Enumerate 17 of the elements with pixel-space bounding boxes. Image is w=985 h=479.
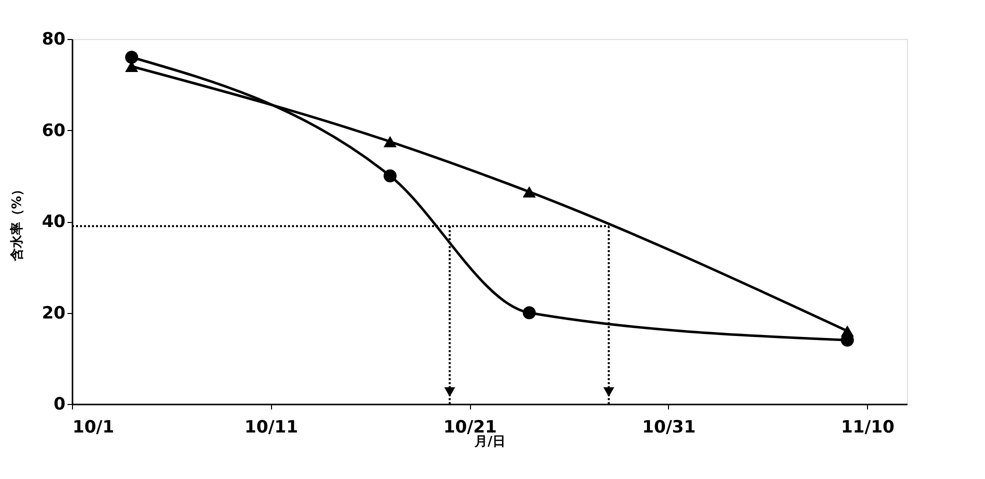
y-tick-label: 60 <box>42 120 66 141</box>
point <box>384 169 397 182</box>
x-axis-title: 月/日 <box>474 434 506 450</box>
y-axis-title: 含水率（%） <box>8 182 25 262</box>
point <box>522 306 536 320</box>
y-tick-label: 40 <box>42 212 66 232</box>
y-tick-label: 80 <box>42 30 66 50</box>
x-tick-label: 11/10 <box>840 418 895 438</box>
point <box>840 325 854 337</box>
x-tick-label: 10/1 <box>72 418 114 438</box>
point <box>384 136 397 148</box>
y-tick-label: 0 <box>54 394 66 414</box>
point <box>522 186 536 198</box>
x-tick-label: 10/31 <box>642 418 696 438</box>
point <box>125 50 138 64</box>
y-tick-label: 20 <box>42 303 66 324</box>
x-tick-label: 10/11 <box>244 418 298 438</box>
